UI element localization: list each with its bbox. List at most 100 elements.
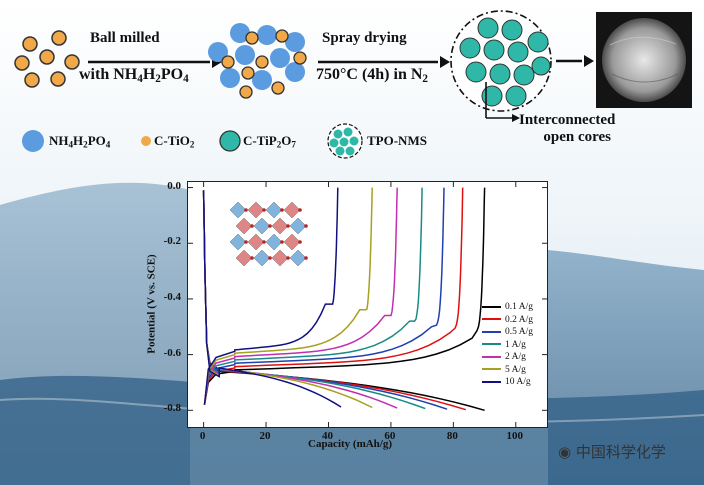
- x-tick-label: 100: [506, 430, 524, 442]
- tpo-nms-aggregate: [450, 10, 552, 112]
- ctio2-cluster: [14, 30, 80, 88]
- legend-label: 2 A/g: [505, 352, 526, 362]
- legend-swatch: [482, 343, 501, 346]
- crystal-polyhedron: [265, 233, 283, 251]
- watermark: ◉ 中国科学化学: [558, 443, 666, 461]
- legend-item: 10 A/g: [482, 377, 531, 387]
- crystal-polyhedron: [235, 217, 253, 235]
- chart-xlabel: Capacity (mAh/g): [308, 438, 393, 450]
- crystal-atom: [304, 224, 308, 228]
- discharge-curve-1-a-g: [202, 190, 426, 410]
- step2-label-line2: 750°C (4h) in N2: [316, 66, 428, 85]
- charge-curve-5-a-g: [203, 187, 373, 405]
- crystal-polyhedron: [247, 201, 265, 219]
- y-tick-label: -0.6: [163, 346, 181, 359]
- legend-label: 0.5 A/g: [505, 327, 533, 337]
- discharge-curve-10-a-g: [202, 190, 342, 408]
- crystal-atom: [286, 256, 290, 260]
- legend-item: 1 A/g: [482, 340, 526, 350]
- crystal-atom: [304, 256, 308, 260]
- legend-label: 1 A/g: [505, 339, 526, 350]
- charge-curve-0-5-a-g: [203, 187, 445, 405]
- crystal-polyhedron: [271, 249, 289, 267]
- charge-curve-10-a-g: [203, 187, 339, 405]
- crystal-polyhedron: [229, 201, 247, 219]
- discharge-curve-2-a-g: [202, 190, 398, 409]
- legend-item: 5 A/g: [482, 365, 526, 375]
- crystal-atom: [280, 240, 284, 244]
- legend-swatch: [482, 318, 501, 321]
- mixture-cluster: [208, 23, 307, 99]
- crystal-atom: [268, 256, 272, 260]
- legend-swatch: [482, 330, 501, 333]
- legend-item: 0.5 A/g: [482, 327, 533, 337]
- sem-micrograph: [596, 12, 692, 108]
- charge-curve-2-a-g: [203, 187, 398, 405]
- crystal-polyhedron: [271, 217, 289, 235]
- arrow-spray-drying: [318, 56, 450, 68]
- x-tick-label: 80: [446, 430, 458, 442]
- wechat-icon: ◉: [558, 443, 572, 461]
- arrow-to-sem: [556, 55, 594, 67]
- crystal-polyhedron: [253, 249, 271, 267]
- crystal-polyhedron: [235, 249, 253, 267]
- ctio2-legend-icon: [141, 136, 151, 146]
- legend-item: 0.1 A/g: [482, 302, 533, 312]
- ctip2o7-legend-label: C-TiP2O7: [243, 133, 296, 150]
- crystal-polyhedron: [289, 249, 307, 267]
- y-tick-label: -0.8: [163, 402, 181, 415]
- crystal-polyhedron: [247, 233, 265, 251]
- y-tick-label: -0.4: [163, 290, 181, 303]
- crystal-atom: [250, 256, 254, 260]
- y-tick-label: -0.2: [163, 235, 181, 248]
- nh4h2po4-legend-label: NH4H2PO4: [49, 133, 111, 150]
- x-tick-label: 40: [321, 430, 333, 442]
- crystal-atom: [244, 208, 248, 212]
- crystal-atom: [286, 224, 290, 228]
- crystal-atom: [298, 240, 302, 244]
- x-tick-label: 20: [259, 430, 271, 442]
- step2-label-line1: Spray drying: [322, 30, 407, 46]
- x-tick-label: 0: [199, 430, 206, 442]
- crystal-polyhedron: [229, 233, 247, 251]
- ctio2-legend-label: C-TiO2: [154, 133, 195, 150]
- crystal-structure-inset: [229, 201, 308, 267]
- step1-label-line2: with NH4H2PO4: [79, 66, 189, 85]
- crystal-polyhedron: [283, 233, 301, 251]
- legend-label: 0.1 A/g: [505, 302, 533, 312]
- legend-item: 0.2 A/g: [482, 315, 533, 325]
- charge-discharge-chart: 0.1 A/g 0.2 A/g 0.5 A/g 1 A/g 2 A/g 5 A/g 10 A…: [187, 181, 548, 428]
- legend-swatch: [482, 368, 501, 371]
- crystal-atom: [262, 240, 266, 244]
- legend-swatch: [482, 380, 501, 383]
- legend-swatch: [482, 355, 501, 358]
- legend-label: 5 A/g: [505, 364, 526, 375]
- crystal-atom: [280, 208, 284, 212]
- callout-connector: [485, 82, 520, 122]
- crystal-polyhedron: [289, 217, 307, 235]
- crystal-atom: [244, 240, 248, 244]
- crystal-atom: [268, 224, 272, 228]
- tpo-nms-legend-label: TPO-NMS: [367, 133, 427, 148]
- legend-label: 10 A/g: [505, 377, 531, 387]
- step1-label-line1: Ball milled: [90, 30, 160, 46]
- legend-item: 2 A/g: [482, 352, 526, 362]
- charge-curve-1-a-g: [203, 187, 423, 405]
- chart-plot-area: [188, 182, 547, 427]
- crystal-atom: [250, 224, 254, 228]
- crystal-polyhedron: [265, 201, 283, 219]
- x-tick-label: 60: [384, 430, 396, 442]
- legend-label: 0.2 A/g: [505, 314, 533, 325]
- charge-curve-0-2-a-g: [203, 187, 464, 405]
- callout-label: Interconnected open cores: [519, 112, 616, 145]
- crystal-atom: [298, 208, 302, 212]
- charge-curve-0-1-a-g: [203, 187, 486, 405]
- discharge-curve-5-a-g: [202, 190, 373, 409]
- tpo-nms-legend-icon: [327, 123, 363, 159]
- crystal-polyhedron: [283, 201, 301, 219]
- nh4h2po4-legend-icon: [22, 130, 44, 152]
- y-tick-label: 0.0: [167, 179, 181, 192]
- ctip2o7-legend-icon: [219, 130, 241, 152]
- crystal-atom: [262, 208, 266, 212]
